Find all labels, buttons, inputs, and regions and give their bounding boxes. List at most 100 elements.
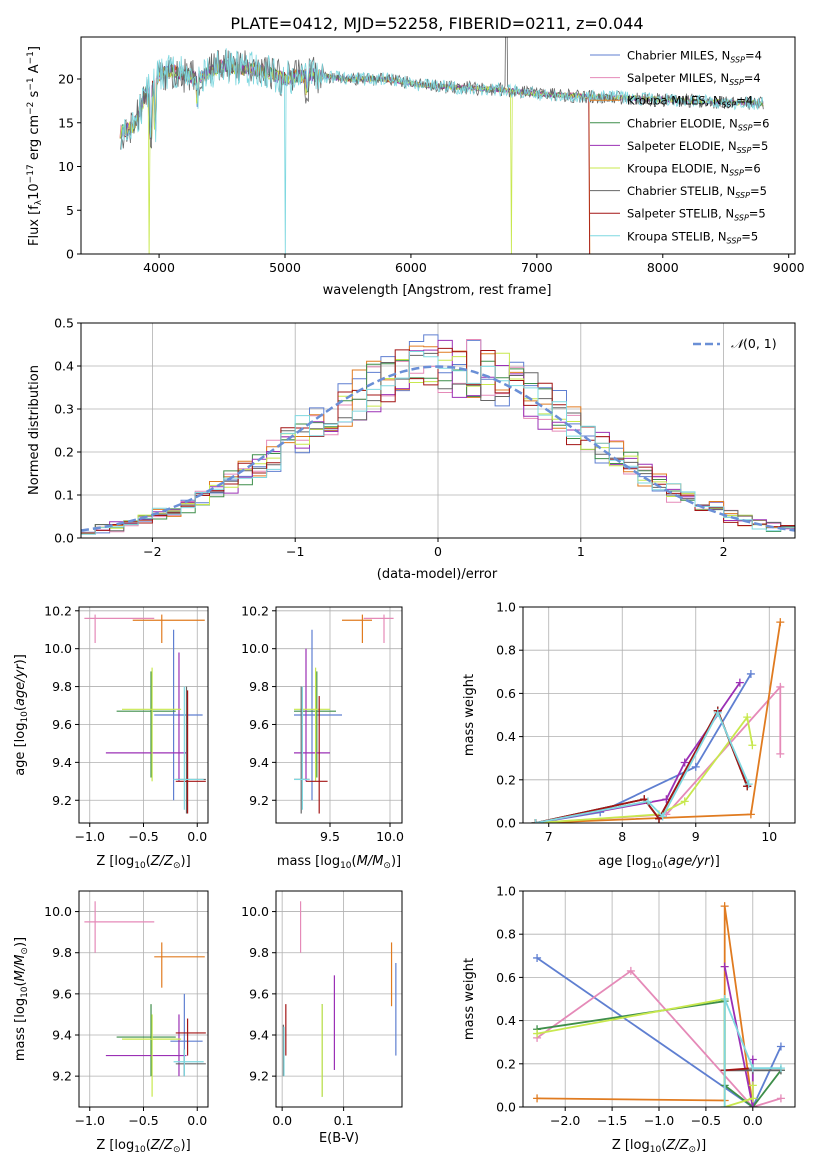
x-axis-label: (data-model)/error (377, 567, 498, 582)
plot-area-mass_vs_EBV (276, 891, 402, 1107)
data-marker (531, 819, 540, 823)
axes-frame (78, 606, 209, 824)
legend-label: 𝒩(0, 1) (731, 336, 777, 351)
x-tick-label: 1 (577, 544, 585, 559)
spectrum-legend: Chabrier MILES, NSSP=4 Salpeter MILES, NS… (590, 49, 769, 245)
x-tick-label: 0.0 (272, 1113, 292, 1128)
y-tick-label: 10.0 (241, 641, 269, 656)
data-marker (748, 1064, 757, 1073)
y-tick-label: 9.8 (52, 679, 72, 694)
panel-massweight_vs_Z: −2.0 −1.5 −1.0 −0.5 0.0 0.0 0.2 0.4 0.6 0.8 1.0 Z [… (462, 884, 796, 1155)
legend-label: Kroupa STELIB, NSSP=5 (627, 229, 758, 245)
x-tick-label: 9 (692, 829, 700, 844)
data-marker (533, 1029, 542, 1038)
y-tick-label: 9.6 (249, 986, 269, 1001)
series-line (535, 708, 749, 823)
x-tick-label: −1.0 (644, 1113, 674, 1128)
data-marker (680, 758, 689, 767)
y-tick-label: 0.8 (496, 643, 516, 658)
data-marker (776, 749, 785, 758)
data-marker (720, 962, 729, 971)
y-tick-label: 0.3 (54, 402, 74, 417)
data-marker (744, 780, 753, 789)
series-line (535, 684, 782, 823)
x-tick-label: 0.0 (187, 829, 207, 844)
data-marker (691, 762, 700, 771)
x-tick-label: 10 (761, 829, 777, 844)
axes-frame (80, 322, 796, 539)
y-tick-label: 15 (58, 115, 74, 130)
legend-label: Salpeter MILES, NSSP=4 (627, 71, 761, 87)
legend-label: Chabrier ELODIE, NSSP=6 (627, 116, 769, 132)
data-marker (748, 741, 757, 750)
y-tick-label: 0.2 (54, 445, 74, 460)
x-tick-label: −0.5 (128, 829, 158, 844)
data-marker (533, 953, 542, 962)
y-tick-label: 20 (58, 72, 74, 87)
series-line (724, 1067, 753, 1072)
y-tick-label: 10.0 (44, 904, 72, 919)
x-axis-label: wavelength [Angstrom, rest frame] (323, 283, 552, 298)
data-marker (776, 1064, 785, 1073)
x-tick-label: 8000 (647, 260, 679, 275)
y-tick-label: 10.0 (241, 904, 269, 919)
series-line (535, 708, 749, 823)
y-tick-label: 0.2 (496, 772, 516, 787)
y-tick-label: 10 (58, 159, 74, 174)
y-axis-label: mass weight (462, 958, 477, 1040)
figure-title: PLATE=0412, MJD=52258, FIBERID=0211, z=0… (230, 14, 643, 33)
plot-area-massweight_vs_age (523, 607, 795, 823)
y-tick-label: 0.4 (54, 359, 74, 374)
y-tick-label: 0.6 (496, 970, 516, 985)
x-axis-label: age [log10(age/yr)] (598, 854, 720, 871)
y-tick-label: 9.4 (249, 1028, 269, 1043)
plot-area-age_vs_Z (79, 607, 208, 823)
y-tick-label: 9.4 (52, 755, 72, 770)
y-tick-label: 10.2 (241, 603, 269, 618)
y-tick-label: 9.6 (249, 717, 269, 732)
x-tick-label: −2.0 (550, 1113, 580, 1128)
series-line (536, 957, 782, 1107)
data-marker (776, 618, 785, 627)
series-line (536, 969, 782, 1107)
y-axis-label: Flux [fλ10−17 erg cm−2 s−1 A−1] (26, 46, 44, 246)
legend-label: Salpeter STELIB, NSSP=5 (627, 207, 766, 223)
axes-frame (78, 890, 209, 1108)
plot-area-spectrum (119, 37, 764, 254)
data-marker (713, 708, 722, 717)
normal-curve (81, 365, 795, 532)
legend-label: Chabrier STELIB, NSSP=5 (627, 184, 767, 200)
y-tick-label: 0.0 (54, 531, 74, 546)
x-tick-label: −2 (143, 544, 161, 559)
series-line (537, 905, 754, 1107)
y-axis-label: mass [log10(M/M⊙)] (13, 937, 30, 1061)
y-tick-label: 0.6 (496, 686, 516, 701)
y-tick-label: 1.0 (496, 884, 516, 899)
x-tick-label: 9.5 (320, 829, 340, 844)
series-line (536, 997, 754, 1107)
y-tick-label: 9.4 (52, 1028, 72, 1043)
data-marker (720, 1103, 729, 1107)
y-tick-label: 10.0 (44, 641, 72, 656)
x-tick-label: 0 (434, 544, 442, 559)
data-marker (643, 797, 652, 806)
x-tick-label: 10.0 (376, 829, 404, 844)
legend-label: Kroupa ELODIE, NSSP=6 (627, 162, 761, 178)
axes-frame (275, 606, 403, 824)
x-axis-label: Z [log10(Z/Z⊙)] (96, 1138, 190, 1155)
histogram-step (81, 351, 795, 538)
x-tick-label: −1.5 (597, 1113, 627, 1128)
axes-frame (522, 606, 796, 824)
x-tick-label: 0.0 (187, 1113, 207, 1128)
y-tick-label: 10.2 (44, 603, 72, 618)
data-marker (735, 678, 744, 687)
x-tick-label: −1.0 (75, 1113, 105, 1128)
panel-residuals: −2 −1 0 1 2 0.0 0.1 0.2 0.3 0.4 0.5 𝒩(0, 1) (data-mo… (27, 316, 796, 582)
y-tick-label: 0 (66, 247, 74, 262)
y-tick-label: 9.2 (249, 1069, 269, 1084)
x-tick-label: 4000 (143, 260, 175, 275)
y-tick-label: 9.6 (52, 717, 72, 732)
data-marker (776, 682, 785, 691)
y-axis-label: mass weight (462, 674, 477, 756)
